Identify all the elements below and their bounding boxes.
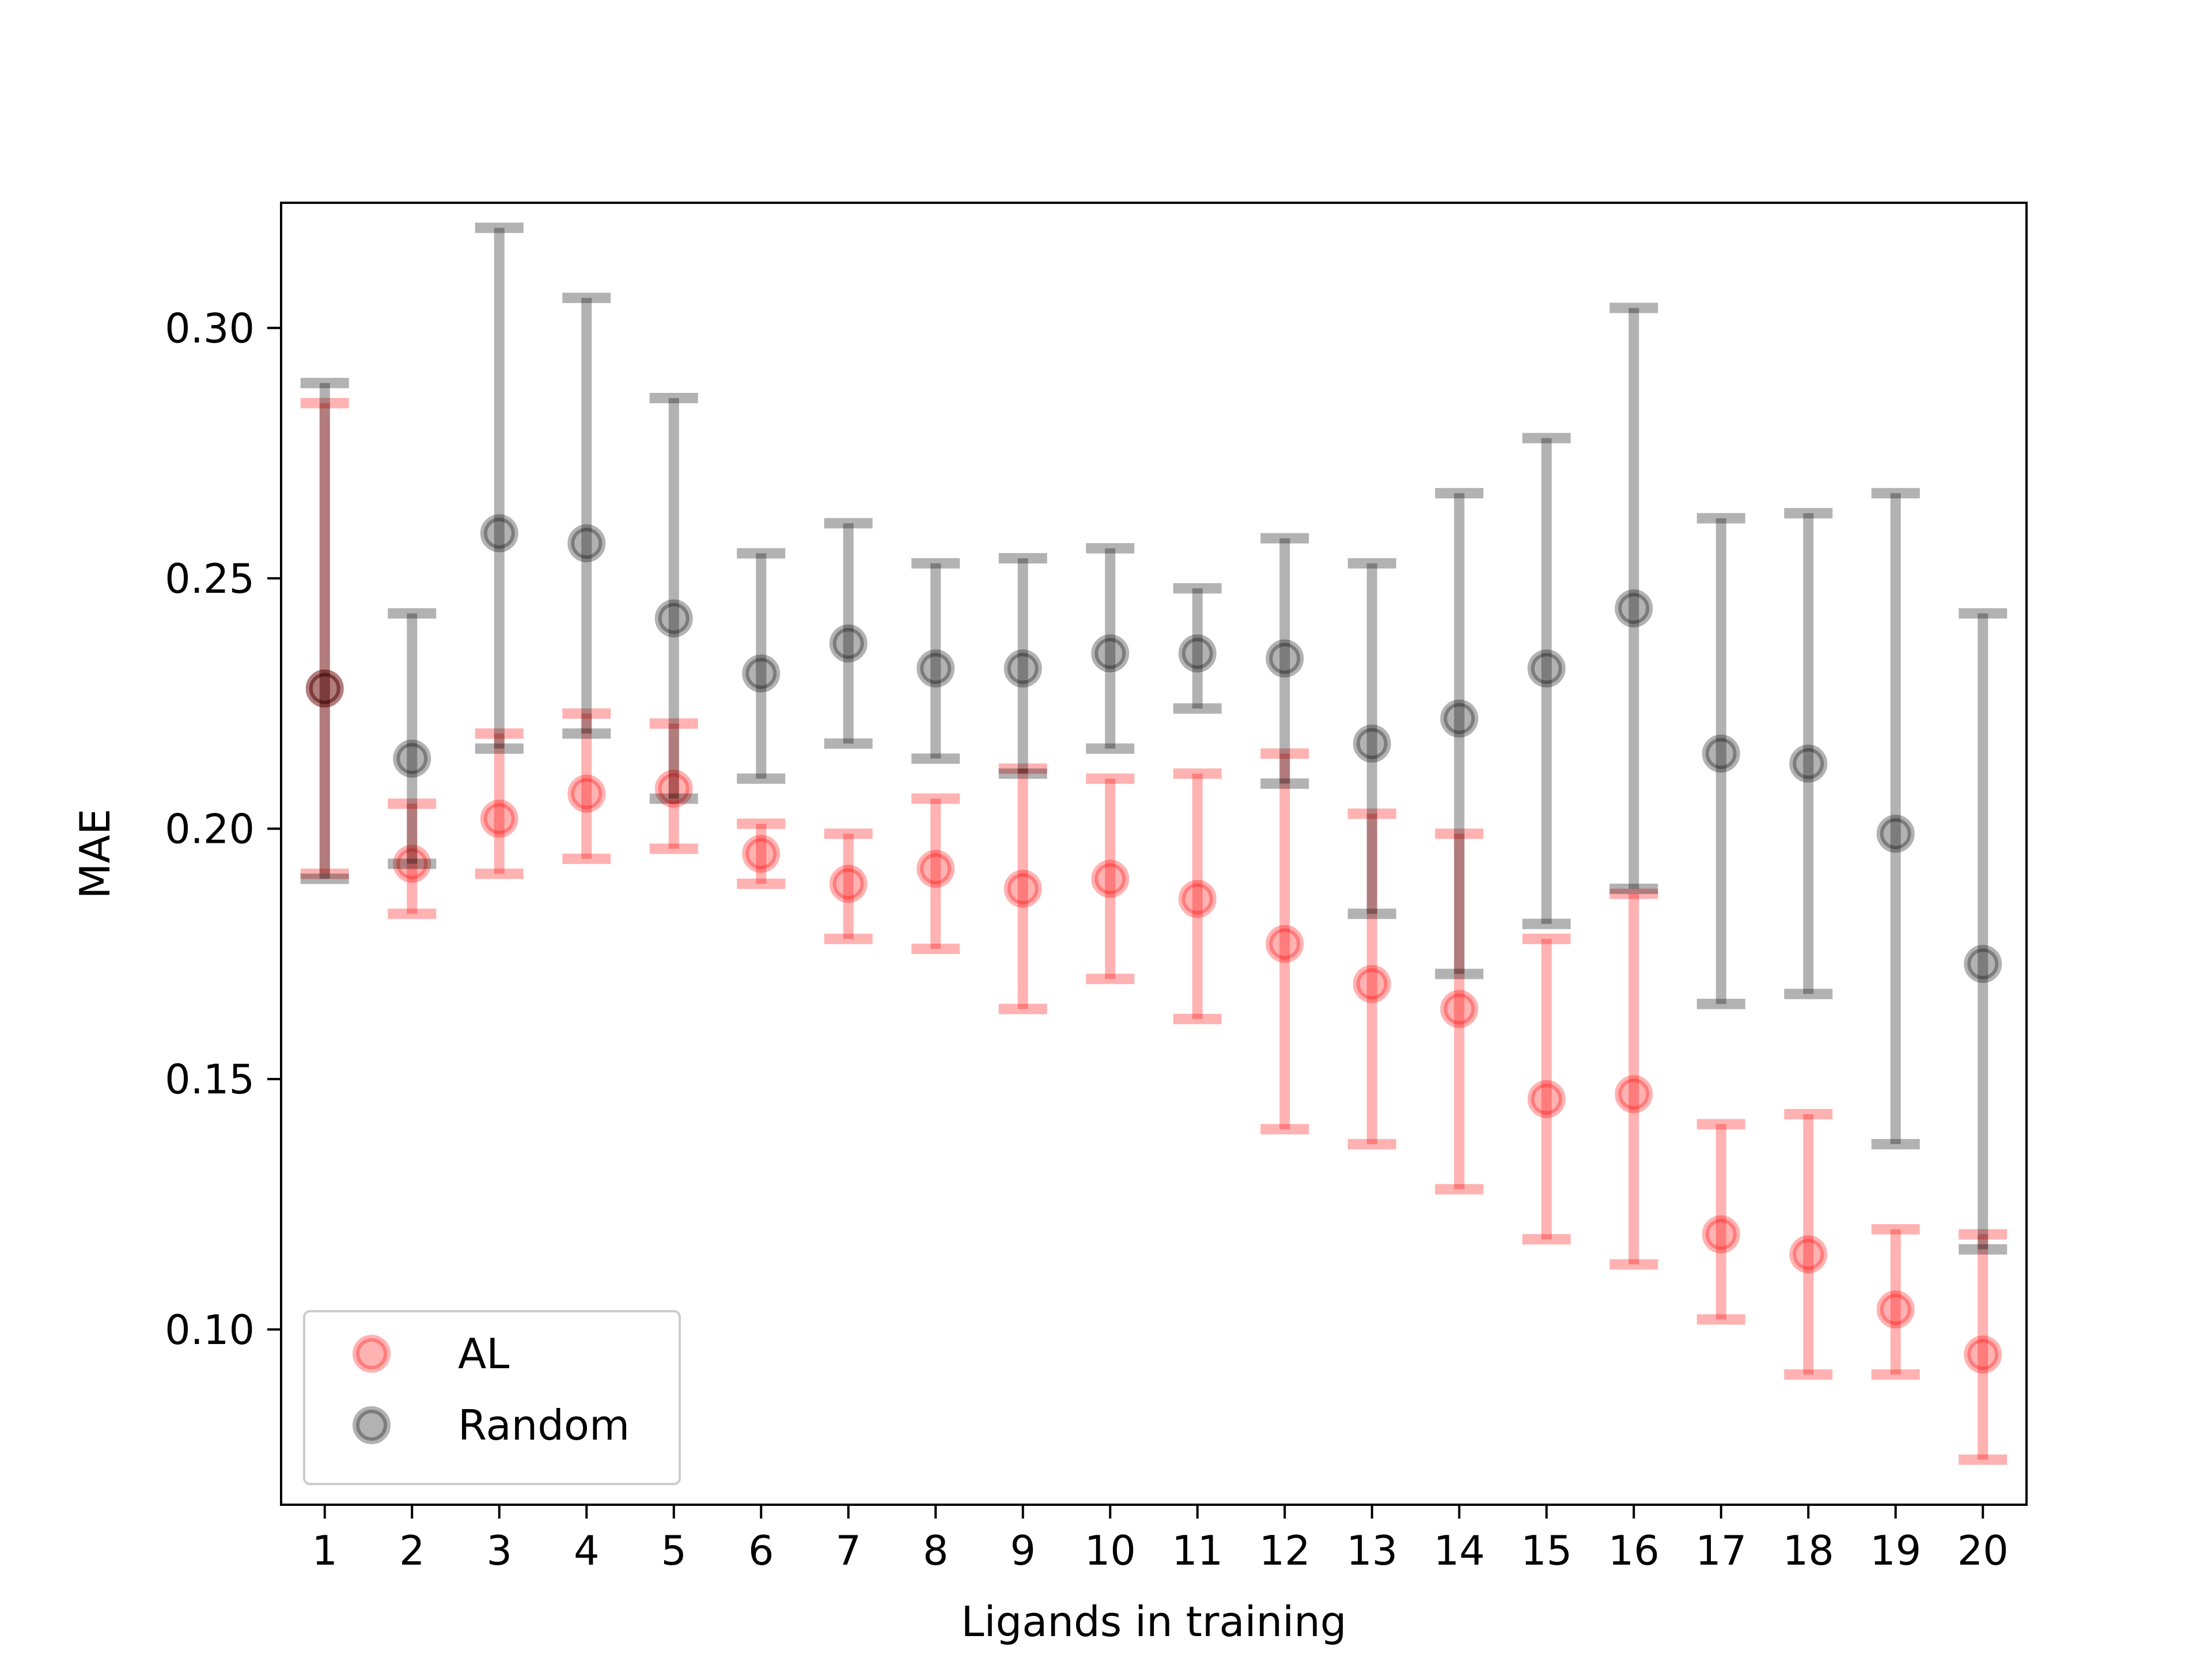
x-tick-label: 6: [748, 1527, 774, 1574]
y-tick-label: 0.15: [165, 1056, 255, 1103]
al-point: [305, 669, 344, 708]
al-point: [1789, 1235, 1828, 1274]
x-tick-label: 13: [1346, 1527, 1397, 1574]
y-tick-label: 0.10: [165, 1307, 255, 1354]
x-tick-label: 19: [1870, 1527, 1921, 1574]
al-point: [567, 774, 606, 813]
random-point: [1876, 815, 1915, 853]
random-point: [1003, 649, 1042, 688]
random-point: [1178, 634, 1217, 673]
al-point: [1527, 1080, 1566, 1118]
random-point: [1702, 735, 1740, 773]
random-point: [305, 669, 344, 708]
random-point: [916, 649, 955, 688]
random-point: [1789, 744, 1828, 783]
legend-marker-random: [353, 1406, 391, 1444]
random-point: [742, 654, 781, 693]
al-point: [916, 850, 955, 888]
al-point: [1702, 1215, 1740, 1254]
al-point: [654, 770, 693, 808]
al-point: [1440, 990, 1479, 1028]
legend-box: [303, 1310, 681, 1485]
series-random: [300, 222, 2008, 1255]
random-point: [1091, 634, 1130, 673]
x-tick-label: 3: [486, 1527, 512, 1574]
al-point: [1353, 965, 1391, 1003]
y-tick-label: 0.25: [165, 555, 255, 603]
al-point: [1615, 1075, 1653, 1114]
y-tick-label: 0.30: [165, 305, 255, 352]
random-point: [480, 514, 518, 552]
x-tick-label: 2: [399, 1527, 425, 1574]
random-point: [1964, 945, 2002, 983]
random-point: [567, 524, 606, 563]
x-tick-label: 5: [661, 1527, 687, 1574]
x-tick-label: 20: [1957, 1527, 2009, 1574]
x-tick-label: 7: [835, 1527, 861, 1574]
al-point: [1091, 860, 1130, 898]
marks-layer: [300, 222, 2008, 1465]
random-point: [1353, 724, 1391, 763]
x-tick-label: 15: [1521, 1527, 1572, 1574]
x-tick-label: 16: [1608, 1527, 1660, 1574]
x-tick-label: 10: [1085, 1527, 1136, 1574]
x-tick-label: 17: [1695, 1527, 1747, 1574]
x-tick-label: 11: [1172, 1527, 1223, 1574]
y-axis-label: MAE: [71, 809, 119, 899]
random-point: [1615, 589, 1653, 628]
random-point: [1266, 639, 1304, 677]
y-tick-label: 0.20: [165, 806, 255, 853]
x-tick-label: 4: [574, 1527, 600, 1574]
al-point: [393, 845, 431, 883]
legend-label-random: Random: [458, 1401, 630, 1449]
x-tick-label: 1: [312, 1527, 338, 1574]
al-point: [1876, 1290, 1915, 1328]
legend-label-al: AL: [458, 1330, 509, 1378]
series-al: [300, 397, 2008, 1465]
random-point: [393, 739, 431, 778]
plot-frame: [280, 202, 2028, 1506]
random-point: [1440, 699, 1479, 738]
al-point: [1003, 869, 1042, 908]
al-point: [742, 835, 781, 873]
x-axis-label: Ligands in training: [961, 1597, 1346, 1646]
legend-marker-al: [353, 1335, 391, 1373]
x-tick-label: 9: [1010, 1527, 1036, 1574]
x-tick-label: 18: [1783, 1527, 1834, 1574]
random-point: [1527, 649, 1566, 688]
al-point: [1266, 925, 1304, 963]
legend: AL Random: [303, 1310, 681, 1485]
al-point: [1964, 1335, 2002, 1374]
ticks-layer: 1 2 3 4 5 6 7 8 9 10 11 12 13 14 15 16 17 18 19 200.100.150…: [165, 305, 2009, 1574]
al-point: [480, 800, 518, 838]
al-point: [829, 865, 868, 903]
x-tick-label: 12: [1259, 1527, 1310, 1574]
al-point: [1178, 880, 1217, 918]
x-tick-label: 14: [1434, 1527, 1485, 1574]
x-tick-label: 8: [923, 1527, 949, 1574]
random-point: [829, 624, 868, 662]
random-point: [654, 599, 693, 638]
